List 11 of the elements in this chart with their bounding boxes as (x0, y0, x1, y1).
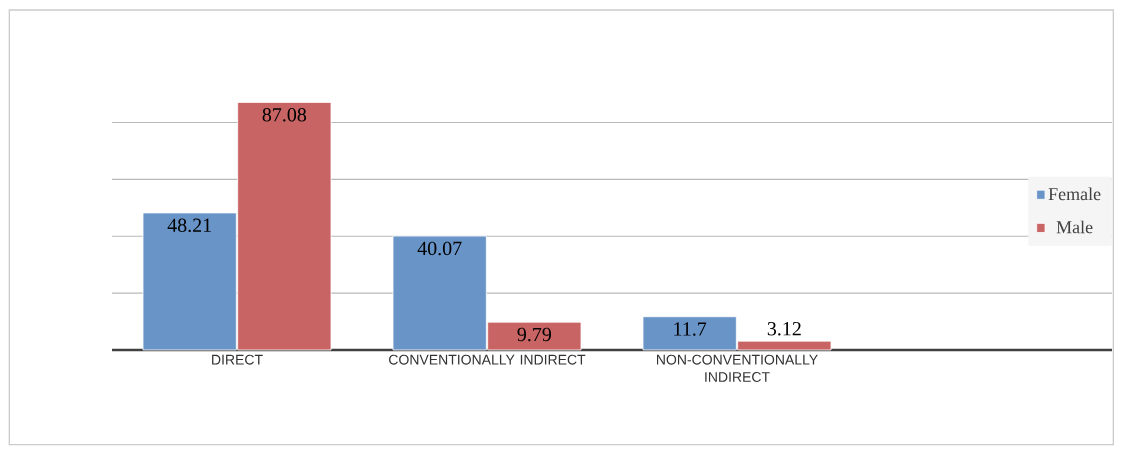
data-label: 48.21 (167, 218, 211, 233)
data-label: 40.07 (417, 241, 462, 256)
x-tick-label: NON-CONVENTIONALLY INDIRECT (657, 354, 818, 382)
x-tick-label: DIRECT (212, 354, 263, 365)
data-label: 11.7 (674, 322, 707, 336)
data-label: 9.79 (517, 327, 552, 342)
legend-label: Male (1056, 220, 1093, 234)
data-label: 87.08 (262, 107, 307, 122)
x-tick-label: CONVENTIONALLY INDIRECT (389, 354, 586, 365)
data-label: 3.12 (767, 322, 801, 336)
legend-label: Female (1048, 187, 1101, 201)
